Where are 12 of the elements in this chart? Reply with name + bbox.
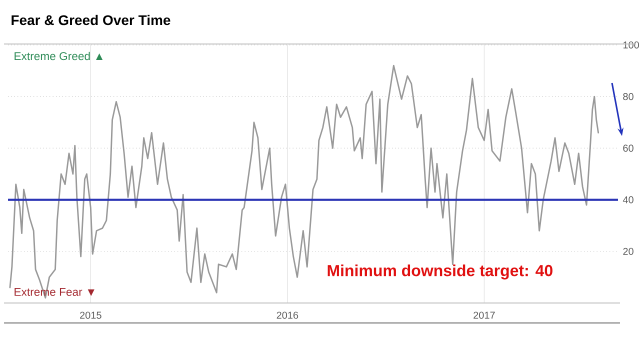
annotation: Extreme Fear ▼ [14,288,94,296]
x-tick-label: 2015 [80,312,102,319]
chart-title: Fear & Greed Over Time [12,14,170,26]
line-series [9,64,600,299]
y-tick-label: 80 [623,93,634,100]
y-tick-label: 20 [623,248,634,255]
y-tick-label: 40 [622,196,634,204]
annotation: Extreme Greed ▲ [14,52,103,60]
y-tick-label: 60 [623,144,634,152]
x-tick-label: 2017 [474,312,495,319]
annotation: Minimum downside target: 40 [328,264,552,280]
x-tick-label: 2016 [276,312,298,319]
